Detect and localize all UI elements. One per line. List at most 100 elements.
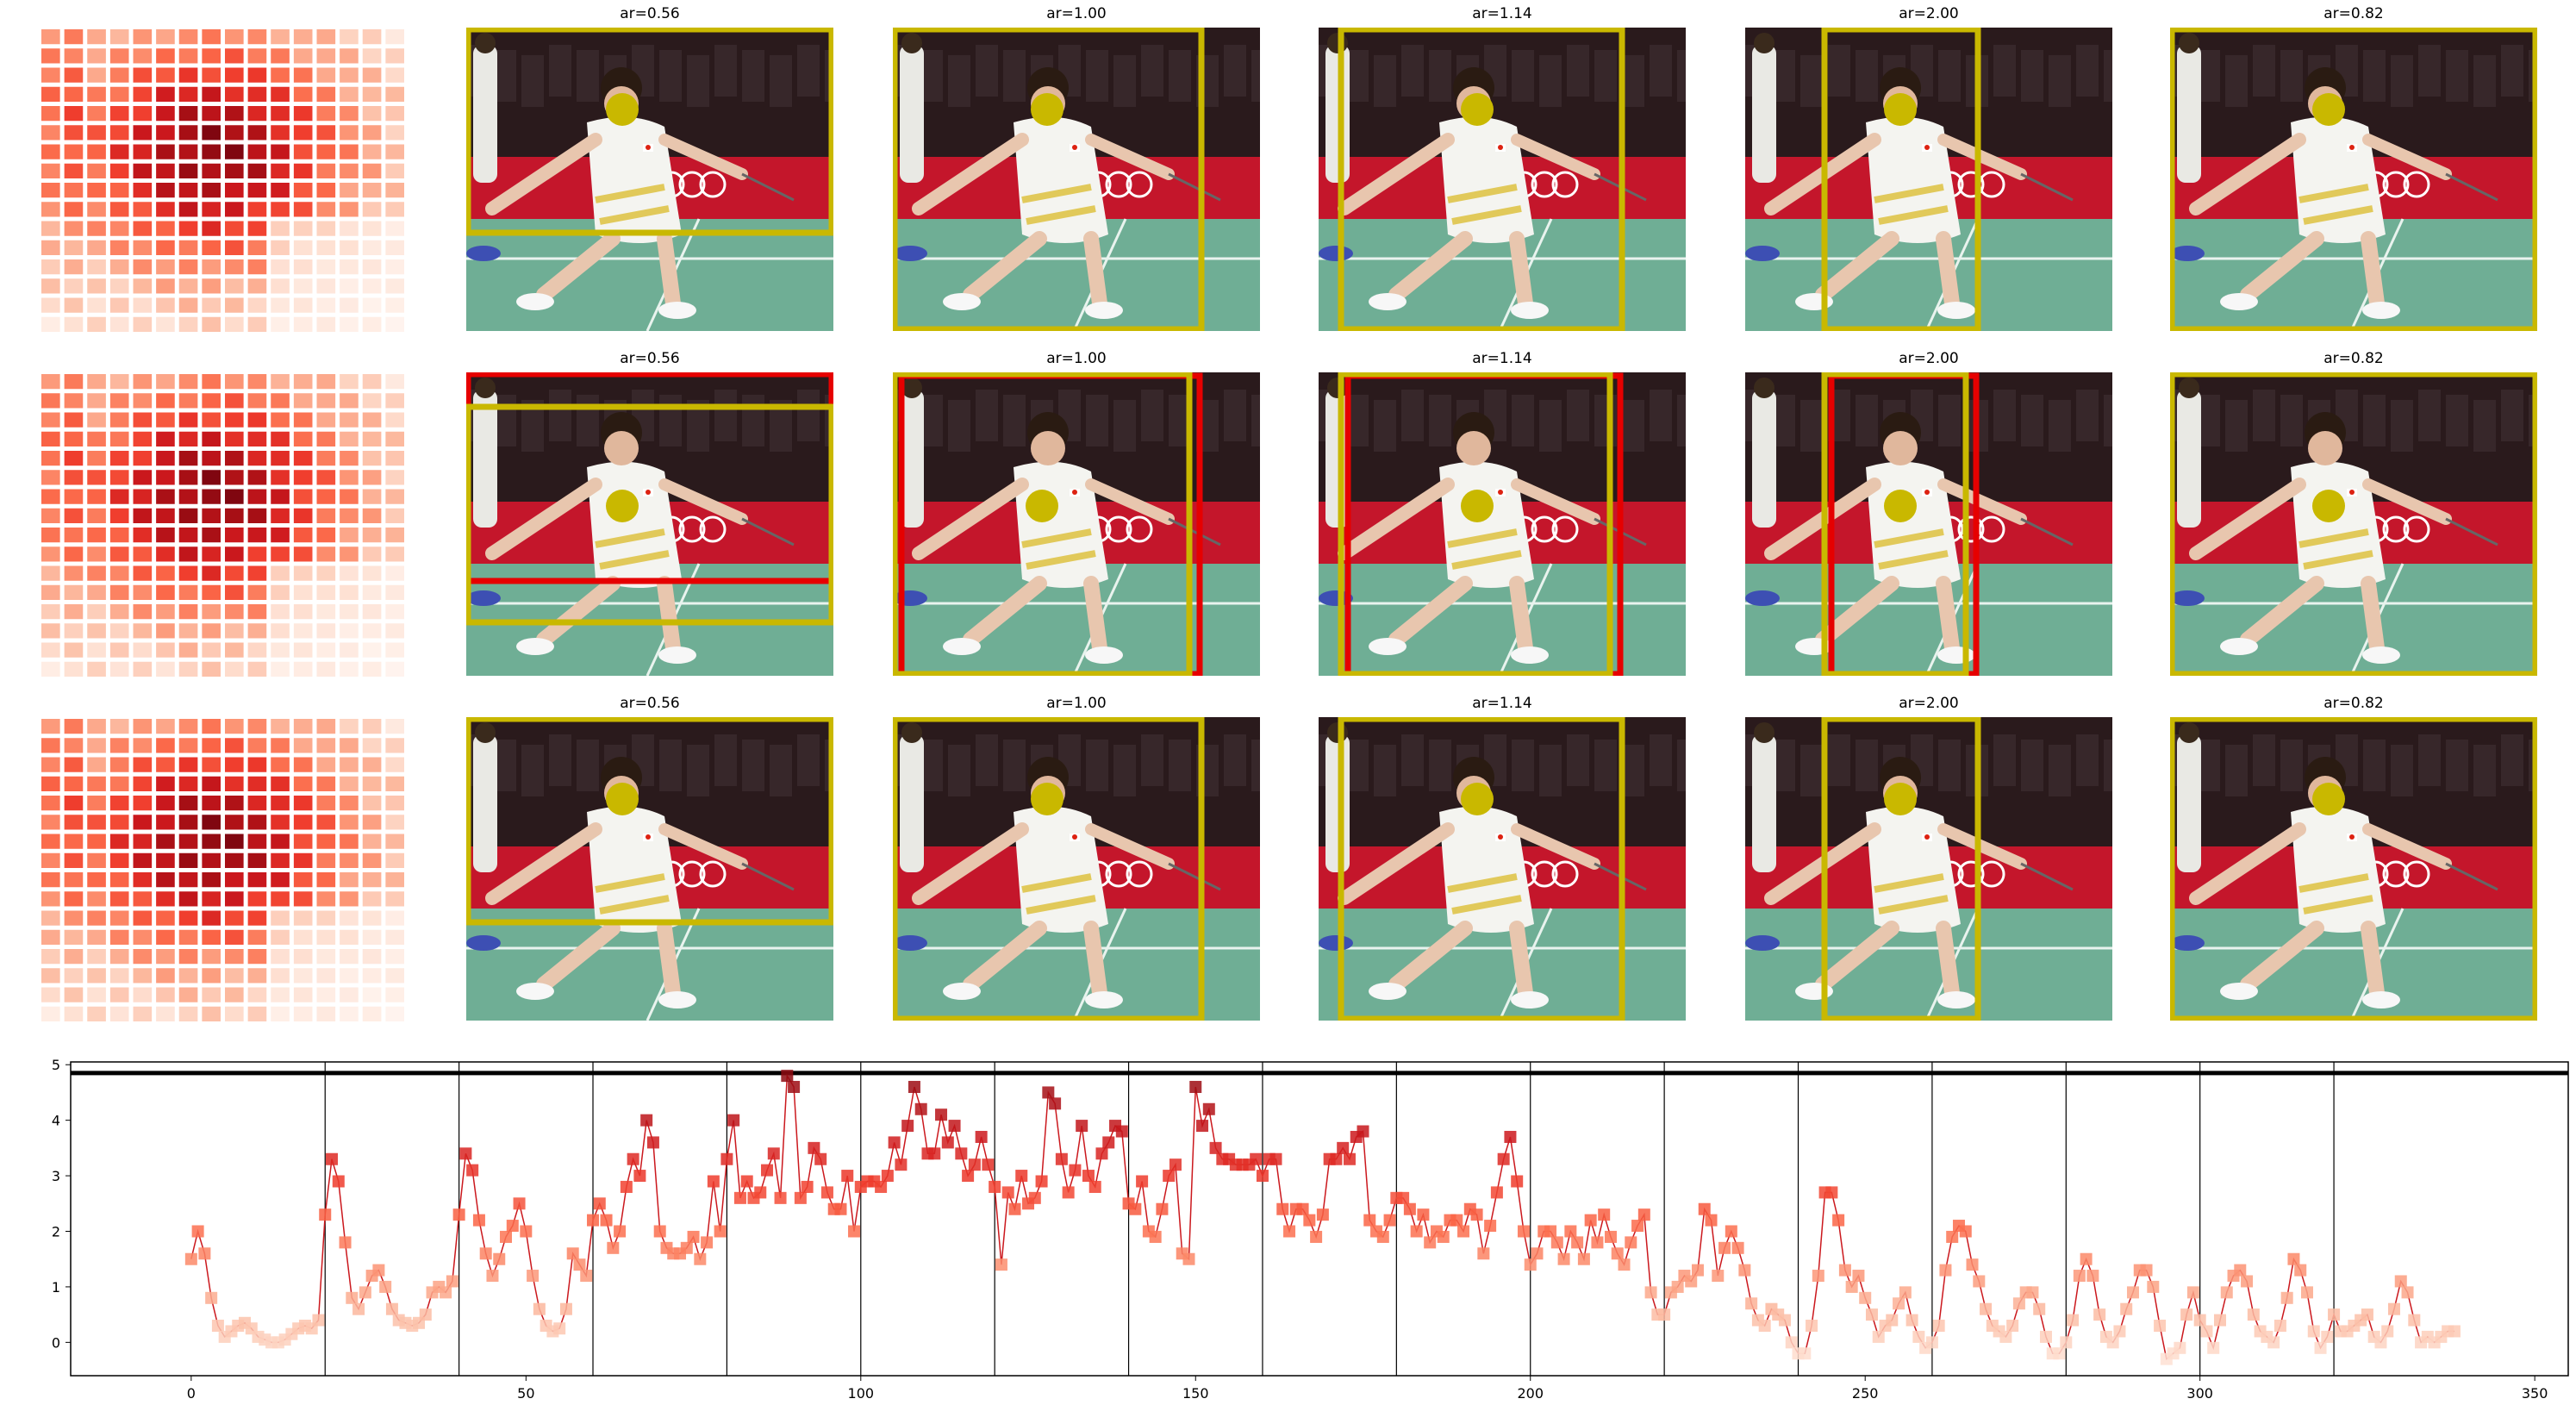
data-point bbox=[2053, 1347, 2066, 1360]
crop-box bbox=[1338, 372, 1613, 676]
heatmap-cell bbox=[64, 584, 84, 600]
data-point bbox=[1511, 1175, 1524, 1188]
heatmap-cell bbox=[362, 240, 382, 255]
data-point bbox=[2241, 1275, 2254, 1288]
center-marker bbox=[1031, 783, 1063, 815]
heatmap-cell bbox=[362, 719, 382, 734]
heatmap-cell bbox=[156, 815, 175, 830]
heatmap-cell bbox=[87, 738, 106, 753]
heatmap-cell bbox=[133, 278, 153, 294]
data-point bbox=[1859, 1291, 1872, 1304]
heatmap-cell bbox=[87, 48, 106, 64]
heatmap-cell bbox=[64, 451, 84, 466]
heatmap-cell bbox=[293, 719, 313, 734]
data-point bbox=[2073, 1270, 2086, 1283]
heatmap-cell bbox=[340, 106, 359, 122]
heatmap-cell bbox=[64, 412, 84, 428]
crop-preview-image bbox=[2170, 717, 2537, 1021]
heatmap-cell bbox=[362, 431, 382, 446]
heatmap-cell bbox=[225, 604, 244, 620]
data-point bbox=[1076, 1120, 1088, 1133]
heatmap-cell bbox=[156, 987, 175, 1002]
data-point bbox=[1584, 1214, 1597, 1227]
heatmap-cell bbox=[156, 1006, 175, 1021]
heatmap-cell bbox=[41, 278, 60, 294]
heatmap-cell bbox=[385, 183, 404, 198]
heatmap-cell bbox=[64, 316, 84, 332]
heatmap-cell bbox=[340, 815, 359, 830]
heatmap-cell bbox=[41, 796, 60, 811]
heatmap-cell bbox=[293, 67, 313, 83]
heatmap-cell bbox=[385, 661, 404, 677]
crop-preview-image bbox=[466, 28, 833, 331]
heatmap-cell bbox=[271, 642, 290, 658]
data-point bbox=[1705, 1214, 1718, 1227]
heatmap-cell bbox=[247, 757, 267, 772]
data-point bbox=[2060, 1336, 2073, 1349]
heatmap-cell bbox=[87, 240, 106, 255]
heatmap-cell bbox=[133, 872, 153, 888]
heatmap-cell bbox=[293, 316, 313, 332]
heatmap-cell bbox=[247, 393, 267, 409]
data-point bbox=[1925, 1336, 1938, 1349]
heatmap-cell bbox=[156, 431, 175, 446]
heatmap-cell bbox=[156, 278, 175, 294]
data-point bbox=[1872, 1330, 1885, 1343]
heatmap-cell bbox=[64, 642, 84, 658]
heatmap-cell bbox=[271, 623, 290, 639]
panel-title: ar=1.14 bbox=[1472, 350, 1532, 367]
heatmap-cell bbox=[109, 451, 129, 466]
heatmap-cell bbox=[293, 297, 313, 313]
heatmap-cell bbox=[87, 872, 106, 888]
heatmap-cell bbox=[64, 604, 84, 620]
data-point bbox=[607, 1241, 620, 1254]
heatmap-cell bbox=[362, 86, 382, 102]
heatmap-cell bbox=[156, 929, 175, 945]
heatmap-cell bbox=[340, 796, 359, 811]
heatmap-cell bbox=[271, 757, 290, 772]
data-point bbox=[908, 1080, 920, 1093]
heatmap-cell bbox=[87, 584, 106, 600]
heatmap-cell bbox=[87, 278, 106, 294]
heatmap-cell bbox=[293, 738, 313, 753]
heatmap-cell bbox=[87, 489, 106, 504]
heatmap-cell bbox=[247, 776, 267, 791]
heatmap-cell bbox=[385, 852, 404, 868]
crop-preview-image bbox=[466, 372, 833, 676]
heatmap-cell bbox=[362, 546, 382, 562]
heatmap-cell bbox=[178, 106, 198, 122]
heatmap-cell bbox=[293, 183, 313, 198]
panel-title: ar=1.14 bbox=[1472, 695, 1532, 712]
heatmap-cell bbox=[41, 29, 60, 45]
data-point bbox=[2006, 1320, 2019, 1333]
data-point bbox=[1893, 1297, 1905, 1310]
heatmap-cell bbox=[109, 316, 129, 332]
heatmap-cell bbox=[340, 144, 359, 159]
data-point bbox=[2140, 1264, 2153, 1277]
heatmap-cell bbox=[202, 144, 221, 159]
x-tick-label: 250 bbox=[1852, 1385, 1879, 1402]
heatmap-cell bbox=[41, 431, 60, 446]
heatmap-cell bbox=[225, 393, 244, 409]
heatmap-cell bbox=[385, 929, 404, 945]
data-point bbox=[513, 1197, 526, 1210]
data-point bbox=[808, 1141, 820, 1154]
heatmap-cell bbox=[41, 546, 60, 562]
heatmap-cell bbox=[64, 987, 84, 1002]
data-point bbox=[633, 1170, 646, 1183]
crop-box bbox=[1821, 28, 1981, 331]
data-point bbox=[1477, 1247, 1490, 1260]
heatmap-cell bbox=[133, 891, 153, 907]
heatmap-cell bbox=[87, 125, 106, 140]
data-point bbox=[1035, 1175, 1048, 1188]
data-point bbox=[720, 1152, 733, 1165]
data-point bbox=[1276, 1202, 1289, 1215]
heatmap-cell bbox=[247, 29, 267, 45]
heatmap-cell bbox=[293, 929, 313, 945]
data-point bbox=[1524, 1258, 1537, 1271]
data-point bbox=[319, 1208, 332, 1221]
heatmap-cell bbox=[156, 183, 175, 198]
heatmap-cell bbox=[271, 412, 290, 428]
heatmap-cell bbox=[271, 489, 290, 504]
data-point bbox=[446, 1275, 458, 1288]
